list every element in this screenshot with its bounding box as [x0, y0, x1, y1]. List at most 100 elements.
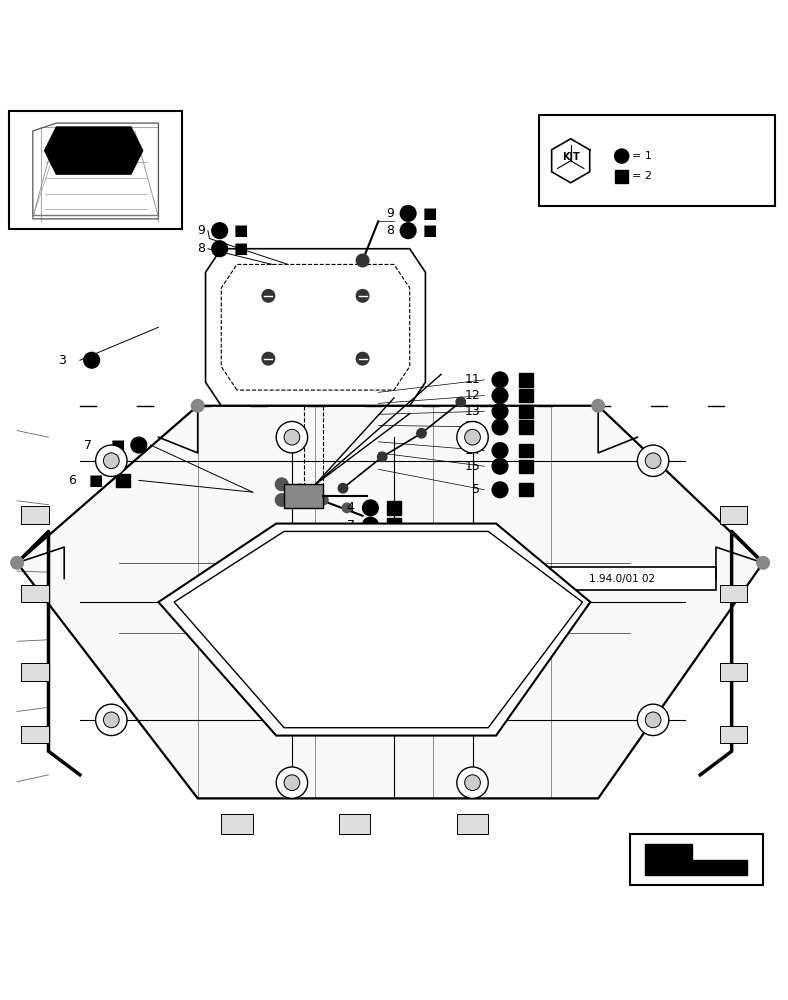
- Circle shape: [637, 704, 669, 736]
- Bar: [339, 814, 370, 834]
- Circle shape: [284, 775, 299, 791]
- Text: ■: ■: [234, 223, 248, 238]
- Circle shape: [318, 495, 328, 505]
- Circle shape: [492, 482, 507, 498]
- Circle shape: [262, 352, 275, 365]
- Bar: [519, 460, 533, 473]
- Text: 8: 8: [198, 242, 206, 255]
- Polygon shape: [158, 524, 590, 736]
- Circle shape: [342, 503, 351, 513]
- Bar: [519, 420, 533, 434]
- Bar: [519, 483, 533, 496]
- Circle shape: [592, 399, 604, 412]
- Circle shape: [492, 458, 507, 474]
- Text: 8: 8: [386, 224, 394, 237]
- Circle shape: [356, 290, 369, 302]
- Circle shape: [131, 437, 147, 453]
- Bar: [519, 373, 533, 387]
- Polygon shape: [17, 406, 763, 798]
- Bar: [388, 501, 400, 515]
- Bar: [539, 115, 775, 206]
- Circle shape: [95, 704, 127, 736]
- Circle shape: [356, 352, 369, 365]
- Bar: [519, 405, 533, 418]
- Bar: [9, 111, 182, 229]
- Bar: [117, 474, 130, 487]
- Text: = 1: = 1: [632, 151, 652, 161]
- Bar: [630, 834, 763, 885]
- Circle shape: [400, 206, 416, 221]
- Circle shape: [212, 223, 228, 239]
- Bar: [21, 585, 49, 602]
- Text: 7: 7: [84, 439, 91, 452]
- Circle shape: [191, 399, 204, 412]
- Text: 14: 14: [465, 444, 481, 457]
- Bar: [519, 389, 533, 402]
- Text: 11: 11: [465, 420, 481, 433]
- Circle shape: [284, 429, 299, 445]
- Text: ■: ■: [88, 473, 102, 488]
- Bar: [527, 567, 716, 590]
- Circle shape: [277, 421, 307, 453]
- Text: 12: 12: [465, 389, 481, 402]
- Circle shape: [457, 767, 489, 798]
- Text: ■: ■: [234, 241, 248, 256]
- Circle shape: [292, 484, 307, 500]
- Circle shape: [84, 352, 99, 368]
- Circle shape: [362, 500, 378, 516]
- Circle shape: [11, 557, 24, 569]
- Text: ■: ■: [110, 438, 125, 453]
- Circle shape: [637, 445, 669, 476]
- Circle shape: [456, 397, 466, 407]
- Text: 9: 9: [198, 224, 206, 237]
- Circle shape: [338, 484, 348, 493]
- Bar: [21, 506, 49, 524]
- Circle shape: [277, 767, 307, 798]
- Circle shape: [492, 388, 507, 403]
- Text: 9: 9: [386, 207, 394, 220]
- Circle shape: [756, 557, 769, 569]
- Text: ■: ■: [422, 206, 437, 221]
- Bar: [388, 518, 400, 532]
- Text: = 2: = 2: [632, 171, 652, 181]
- Circle shape: [492, 372, 507, 388]
- Bar: [615, 170, 628, 183]
- Circle shape: [645, 453, 661, 469]
- Bar: [720, 506, 747, 524]
- Circle shape: [457, 421, 489, 453]
- Bar: [519, 444, 533, 457]
- Bar: [720, 585, 747, 602]
- Text: 15: 15: [464, 460, 481, 473]
- Circle shape: [417, 429, 426, 438]
- Circle shape: [362, 535, 378, 550]
- Bar: [221, 814, 253, 834]
- Circle shape: [615, 149, 629, 163]
- Bar: [720, 726, 747, 743]
- Bar: [21, 726, 49, 743]
- Bar: [21, 663, 49, 681]
- Circle shape: [400, 223, 416, 239]
- Circle shape: [276, 494, 288, 506]
- Text: ■: ■: [422, 223, 437, 238]
- Text: 5: 5: [472, 483, 481, 496]
- Bar: [720, 663, 747, 681]
- Circle shape: [95, 445, 127, 476]
- Circle shape: [465, 775, 481, 791]
- Circle shape: [356, 254, 369, 267]
- Text: 13: 13: [465, 405, 481, 418]
- Text: 3: 3: [58, 354, 65, 367]
- Circle shape: [212, 241, 228, 257]
- Circle shape: [262, 290, 275, 302]
- Bar: [457, 814, 489, 834]
- Text: 7: 7: [347, 519, 355, 532]
- Circle shape: [645, 712, 661, 728]
- Text: 1.94.0/01 02: 1.94.0/01 02: [589, 574, 655, 584]
- Circle shape: [103, 712, 119, 728]
- Text: 4: 4: [347, 501, 355, 514]
- Circle shape: [492, 443, 507, 458]
- Circle shape: [465, 429, 481, 445]
- Text: 6: 6: [68, 474, 76, 487]
- Circle shape: [492, 419, 507, 435]
- Polygon shape: [645, 844, 747, 875]
- Bar: [284, 484, 323, 508]
